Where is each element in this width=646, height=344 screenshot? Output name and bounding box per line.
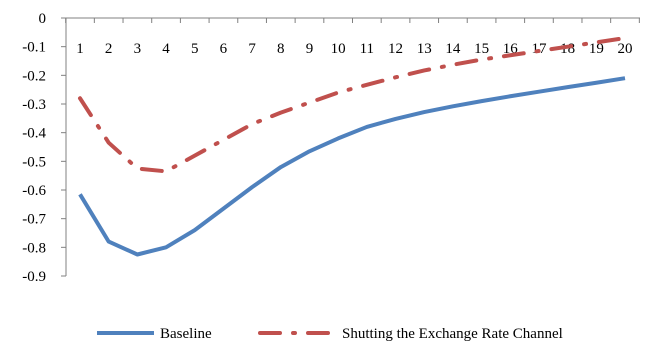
data-point	[137, 168, 138, 169]
data-point	[338, 92, 339, 93]
data-point	[165, 171, 166, 172]
legend: Baseline Shutting the Exchange Rate Chann…	[97, 326, 563, 342]
data-point	[510, 96, 511, 97]
y-tick-label: -0.3	[22, 97, 46, 113]
data-point	[424, 70, 425, 71]
data-point	[452, 64, 453, 65]
x-tick-label: 5	[191, 41, 199, 57]
y-tick-label: 0	[39, 11, 47, 27]
data-point	[366, 84, 367, 85]
y-tick-label: -0.9	[22, 269, 46, 285]
data-point	[252, 123, 253, 124]
data-point	[137, 254, 138, 255]
data-point	[424, 111, 425, 112]
y-tick-label: -0.6	[22, 183, 46, 199]
data-point	[280, 112, 281, 113]
data-point	[194, 230, 195, 231]
data-point	[596, 82, 597, 83]
x-tick-label: 19	[589, 41, 604, 57]
data-point	[280, 166, 281, 167]
data-point	[223, 208, 224, 209]
data-point	[108, 241, 109, 242]
data-point	[252, 187, 253, 188]
x-tick-label: 12	[388, 41, 403, 57]
x-tick-label: 10	[331, 41, 346, 57]
data-point	[481, 101, 482, 102]
x-tick-label: 13	[417, 41, 432, 57]
data-point	[79, 194, 80, 195]
x-tick-label: 8	[277, 41, 285, 57]
series-shutting-exchange-rate-channel	[78, 36, 627, 174]
y-tick-label: -0.7	[22, 212, 46, 228]
series-lines	[78, 36, 627, 257]
y-axis: 0 -0.1 -0.2 -0.3 -0.4 -0.5 -0.6 -0.7 -0.8 -0.9	[22, 11, 67, 285]
data-point	[481, 59, 482, 60]
data-point	[366, 126, 367, 127]
x-tick-label: 15	[474, 41, 489, 57]
series-line	[78, 76, 626, 257]
data-point	[538, 50, 539, 51]
legend-label-shutting-exchange-rate-channel: Shutting the Exchange Rate Channel	[342, 326, 563, 342]
x-axis: 1 2 3 4 5 6 7 8 9 10 11 12 13 14 15 16 17 18 19 20	[65, 17, 640, 57]
x-tick-label: 7	[248, 41, 256, 57]
data-point	[309, 102, 310, 103]
y-tick-label: -0.1	[22, 40, 46, 56]
legend-label-baseline: Baseline	[160, 326, 212, 342]
series-baseline	[78, 76, 626, 257]
x-tick-label: 11	[360, 41, 374, 57]
data-point	[567, 86, 568, 87]
y-tick-label: -0.4	[22, 126, 46, 142]
x-tick-label: 9	[306, 41, 314, 57]
x-tick-label: 3	[134, 41, 142, 57]
data-point	[624, 78, 625, 79]
x-tick-label: 1	[76, 41, 84, 57]
y-tick-label: -0.8	[22, 240, 46, 256]
data-point	[538, 91, 539, 92]
x-tick-label: 4	[162, 41, 170, 57]
x-tick-label: 17	[531, 41, 547, 57]
data-point	[165, 247, 166, 248]
data-point	[194, 155, 195, 156]
data-point	[452, 106, 453, 107]
data-point	[567, 46, 568, 47]
data-point	[395, 77, 396, 78]
x-tick-label: 14	[445, 41, 461, 57]
data-point	[79, 98, 80, 99]
data-point	[596, 42, 597, 43]
data-point	[223, 139, 224, 140]
y-tick-label: -0.5	[22, 154, 46, 170]
data-point	[338, 138, 339, 139]
data-point	[395, 118, 396, 119]
data-point	[510, 55, 511, 56]
y-tick-label: -0.2	[22, 68, 46, 84]
x-tick-label: 20	[618, 41, 633, 57]
data-point	[624, 37, 625, 38]
data-point	[108, 142, 109, 143]
x-tick-label: 2	[105, 41, 113, 57]
series-line	[78, 36, 627, 174]
x-tick-label: 6	[220, 41, 228, 57]
data-point	[309, 151, 310, 152]
